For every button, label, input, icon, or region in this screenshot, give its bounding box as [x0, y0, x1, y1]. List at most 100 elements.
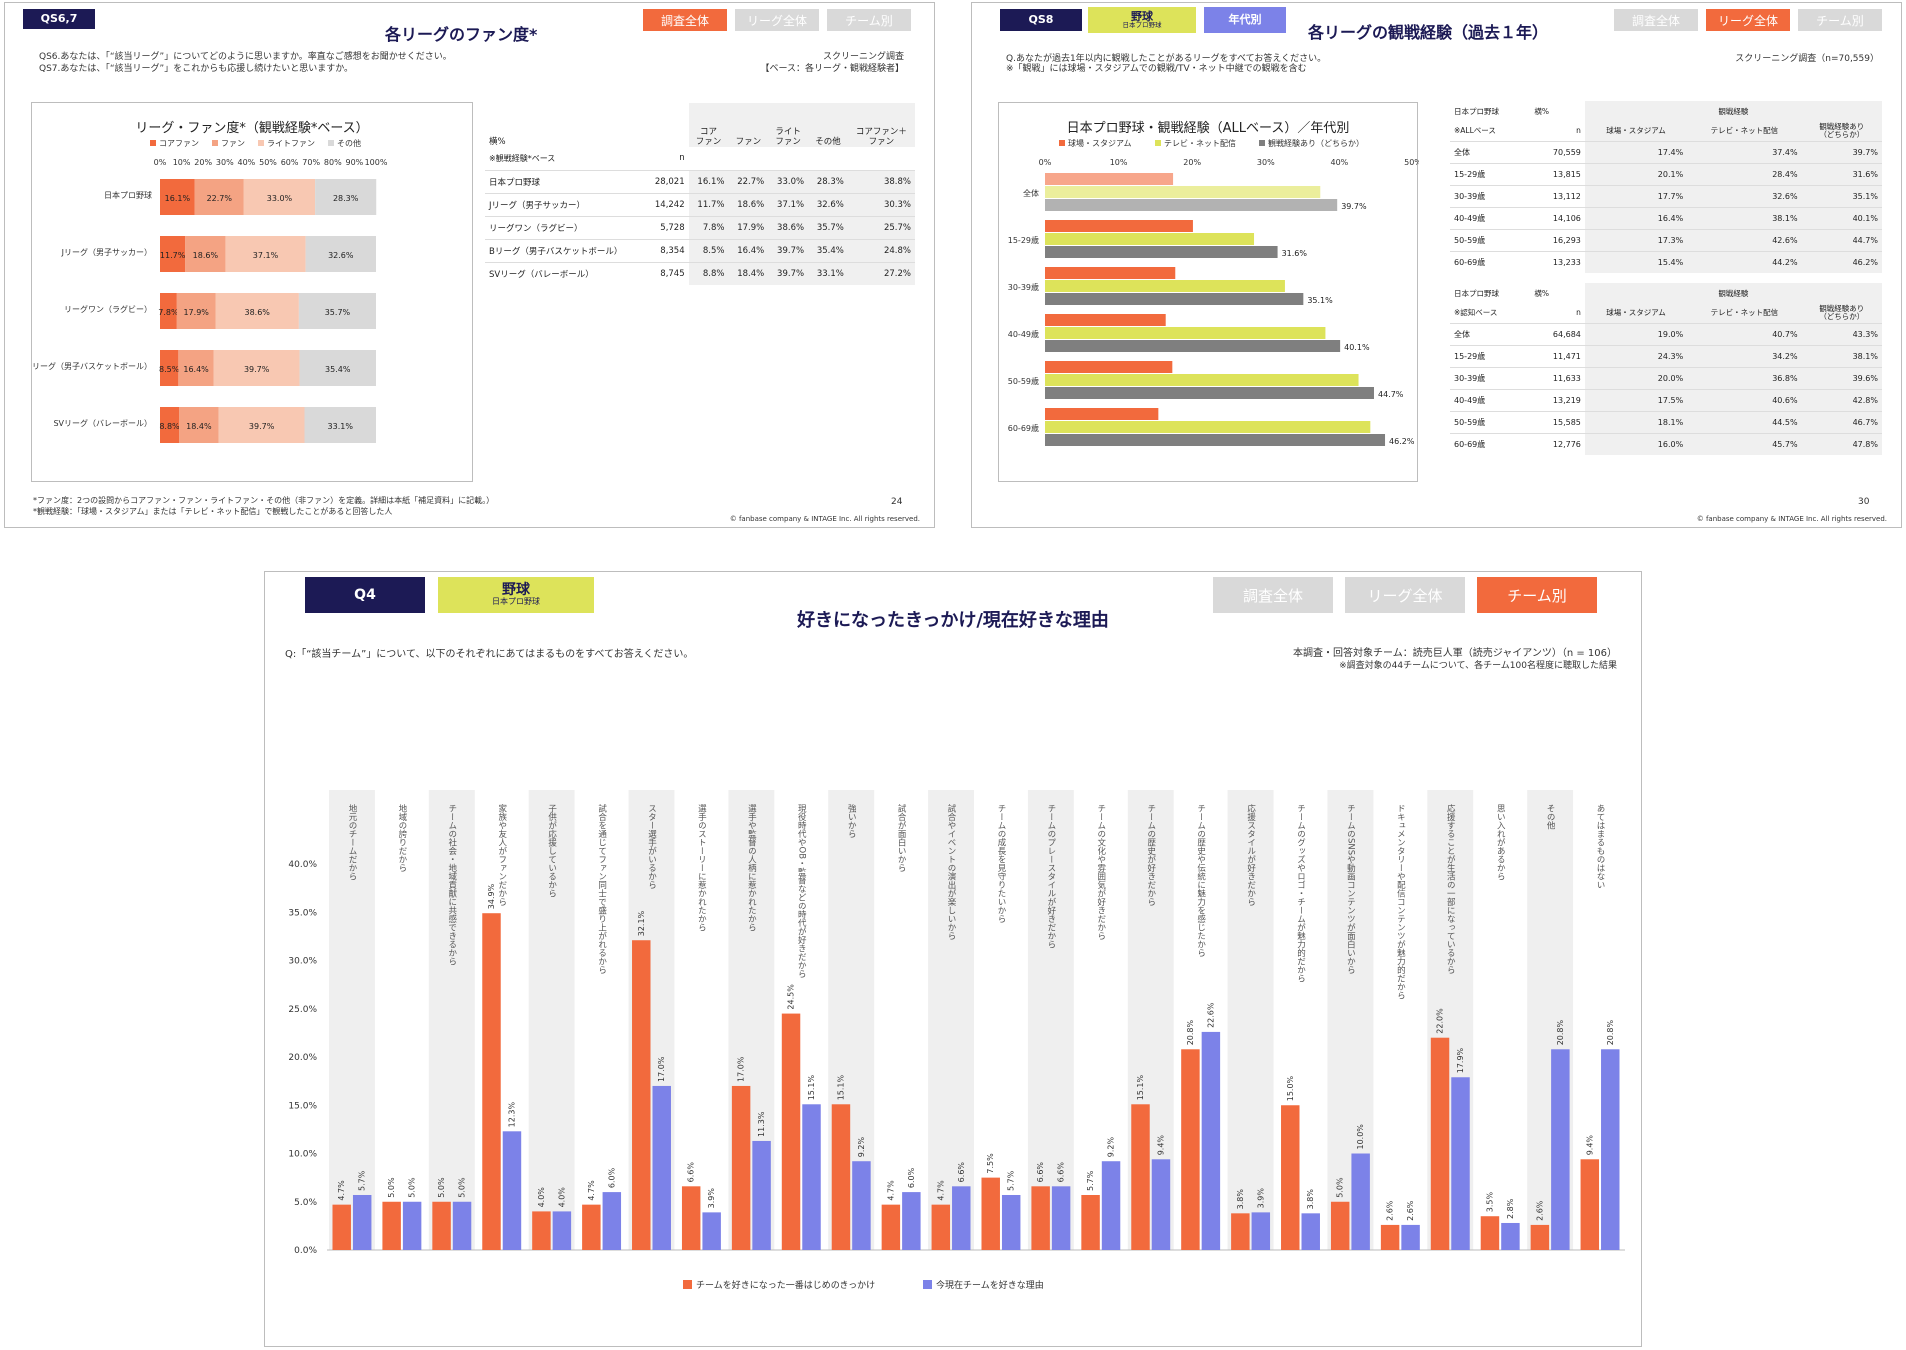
table-header: ファン [728, 103, 769, 147]
table-cell: 20.1% [1584, 162, 1688, 185]
data-label: 5.0% [458, 1177, 467, 1198]
n-label: n [679, 153, 685, 164]
segment-tag: 年代別 [1204, 7, 1286, 33]
data-label: 2.6% [1406, 1200, 1415, 1221]
table-cell: 32.6% [808, 192, 848, 216]
nav-team[interactable]: チーム別 [1477, 577, 1597, 613]
table-cell: 39.7% [768, 238, 809, 262]
reasons-grouped-bar-chart: 0.0% 5.0% 10.0% 15.0% 20.0% 25.0% 30.0% 35.0% 40… [288, 790, 1625, 1291]
table-cell: 7.8% [688, 215, 729, 239]
slide-title: 各リーグの観戦経験（過去１年） [1308, 23, 1549, 42]
table-cell: 47.8% [1801, 432, 1882, 455]
y-tick-label: 30.0% [288, 957, 317, 967]
bar [831, 1104, 851, 1250]
table-cell: 日本プロ野球 [485, 169, 646, 193]
category-band [528, 790, 575, 1250]
data-label: 22.7% [207, 194, 233, 203]
table-cell: 40.1% [1801, 206, 1882, 229]
data-label: 17.0% [737, 1056, 746, 1082]
fan-chart-panel: リーグ・ファン度*（観戦経験*ベース） コアファン ファン ライトファン その他 0% 1… [31, 102, 473, 482]
data-label: 15.1% [836, 1074, 845, 1100]
bar [1081, 1194, 1100, 1250]
table-cell: 35.7% [808, 215, 848, 239]
table-cell: 30.3% [847, 192, 915, 216]
category-label: 強いから [846, 803, 856, 838]
nav-team[interactable]: チーム別 [1798, 9, 1882, 31]
table-cell: 18.1% [1584, 410, 1688, 433]
viewing-tables-wrap: 日本プロ野球 横% 観戦経験 ※ALLベース n 球場・スタジアム テレビ・ネット配信 観戦経… [1450, 101, 1882, 455]
stacked-bar-segment [160, 407, 180, 443]
nav-survey-all[interactable]: 調査全体 [1614, 9, 1698, 31]
data-label: 2.8% [1506, 1198, 1515, 1219]
nav-survey-all[interactable]: 調査全体 [643, 9, 727, 31]
table-row: 日本プロ野球 28,021 16.1% 22.7% 33.0% 28.3% 38.8% [485, 169, 915, 193]
table-row: 30-39歳 13,112 17.7% 32.6% 35.1% [1450, 184, 1882, 207]
table-cell: 16,293 [1530, 228, 1585, 251]
bar [1530, 1224, 1550, 1250]
data-label: 37.1% [253, 251, 279, 260]
data-label: 6.6% [1057, 1162, 1066, 1183]
category-label: 15-29歳 [1008, 235, 1039, 245]
question-badge: QS8 [1000, 9, 1082, 31]
legend-label: コアファン [159, 139, 199, 148]
grouped-bar [1045, 361, 1173, 373]
table-cell: 46.7% [1801, 410, 1882, 433]
table-cell: 37.1% [768, 192, 809, 216]
nav-league-all[interactable]: リーグ全体 [1345, 577, 1465, 613]
grouped-bar [1045, 340, 1341, 352]
bar [382, 1201, 401, 1250]
category-label: ドキュメンタリーや配信コンテンツが魅力的だから [1395, 804, 1405, 1000]
stacked-bar-segment [160, 350, 179, 386]
table-cell: 17.4% [1584, 140, 1688, 163]
table-cell: 15-29歳 [1450, 344, 1531, 367]
table-cell: 45.7% [1687, 432, 1802, 455]
category-label: 試合が面白いから [896, 803, 906, 872]
table-cell: 8.8% [688, 261, 729, 285]
nav-league-all[interactable]: リーグ全体 [735, 9, 819, 31]
table-cell: 17.3% [1584, 228, 1688, 251]
legend-label: チームを好きになった一番はじめのきっかけ [696, 1279, 875, 1291]
bar [752, 1140, 771, 1250]
stacked-bar-segment [194, 179, 244, 215]
table-cell: 39.7% [1801, 140, 1882, 163]
category-label: 60-69歳 [1008, 423, 1039, 433]
grouped-bar [1045, 233, 1255, 245]
data-label: 6.6% [957, 1162, 966, 1183]
grouped-bar [1045, 220, 1193, 232]
bar [1201, 1031, 1221, 1250]
table-row: Jリーグ（男子サッカー） 14,242 11.7% 18.6% 37.1% 32.6% 30… [485, 192, 915, 216]
data-label: 8.5% [159, 365, 180, 374]
nav-survey-all[interactable]: 調査全体 [1213, 577, 1333, 613]
table-cell: 64,684 [1530, 322, 1585, 345]
bar [702, 1212, 721, 1250]
data-label: 6.6% [1036, 1162, 1045, 1183]
table-cell: 43.3% [1801, 322, 1882, 345]
x-tick-label: 50% [1404, 158, 1419, 167]
table-cell: 35.1% [1801, 184, 1882, 207]
data-label: 35.7% [325, 308, 351, 317]
bar [802, 1104, 821, 1250]
legend-swatch [1155, 140, 1161, 146]
nav-league-all[interactable]: リーグ全体 [1706, 9, 1790, 31]
table-cell: 44.7% [1801, 228, 1882, 251]
x-tick-label: 100% [365, 158, 388, 167]
data-label: 17.0% [657, 1056, 666, 1082]
nav-team[interactable]: チーム別 [827, 9, 911, 31]
stacked-bar-segment [315, 179, 377, 215]
stacked-bar-segment [304, 407, 376, 443]
table-header: その他 [808, 103, 848, 147]
category-label: 応援スタイルが好きだから [1246, 803, 1256, 906]
question-badge: Q4 [305, 577, 425, 613]
legend-swatch [683, 1280, 692, 1289]
category-label: 40-49歳 [1008, 329, 1039, 339]
bar [582, 1204, 601, 1250]
category-label: 地域の誇りだから [397, 803, 407, 872]
x-tick-label: 30% [216, 158, 234, 167]
table-cell: 14,106 [1530, 206, 1585, 229]
y-tick-label: 25.0% [288, 1005, 317, 1015]
bar [332, 1204, 351, 1250]
viewing-table-all-base: 日本プロ野球 横% 観戦経験 ※ALLベース n 球場・スタジアム テレビ・ネット配信 観戦経… [1450, 101, 1882, 273]
data-label: 17.9% [1456, 1047, 1465, 1073]
bar [731, 1085, 751, 1250]
bar [1580, 1159, 1600, 1250]
